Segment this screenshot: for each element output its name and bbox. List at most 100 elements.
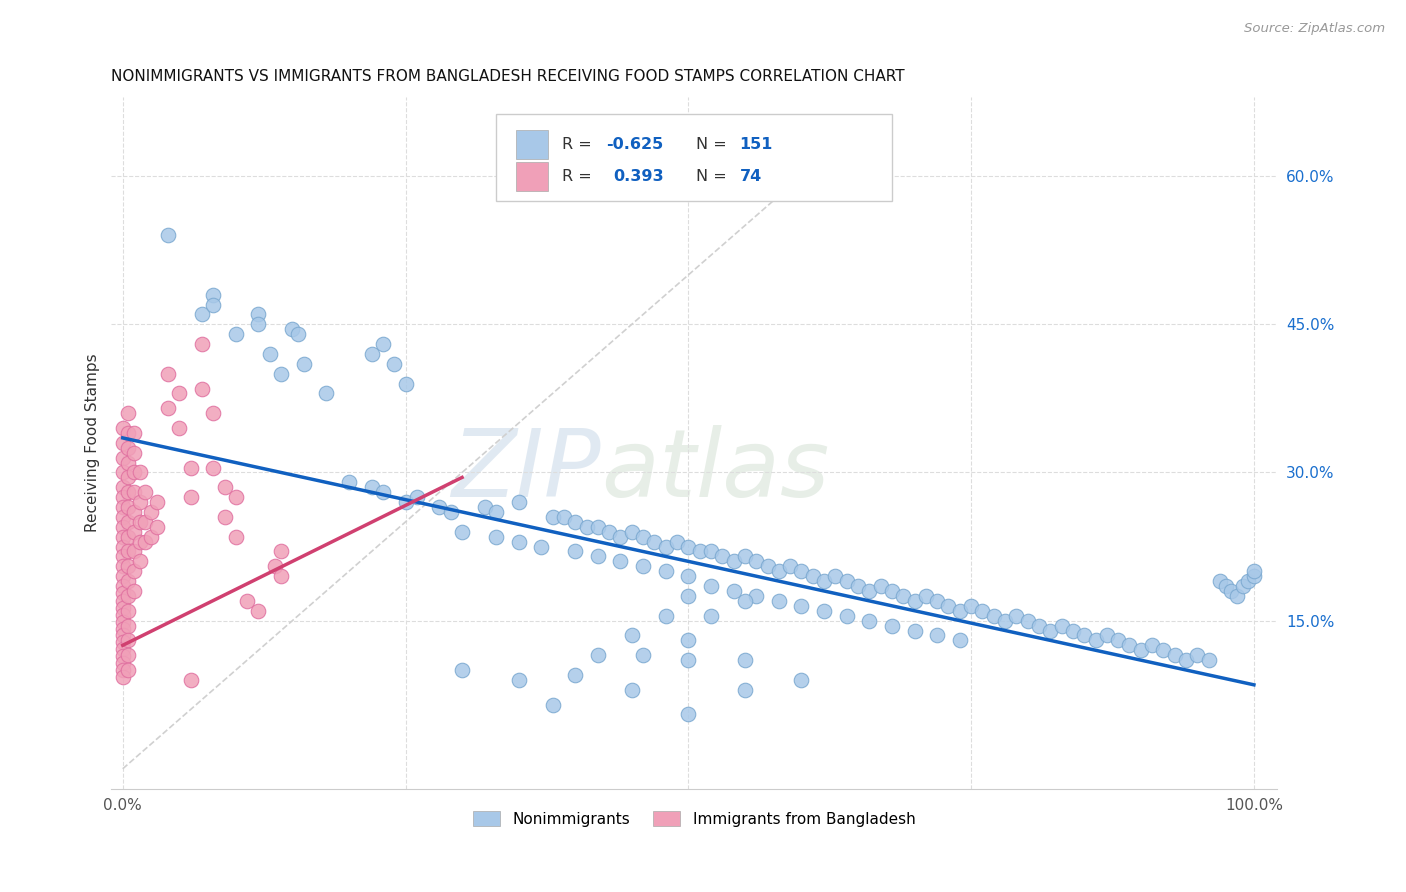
Point	[117, 633, 139, 648]
Point	[835, 608, 858, 623]
Point	[609, 554, 631, 568]
Bar	[516, 162, 548, 191]
Point	[678, 589, 700, 603]
Point	[1005, 608, 1028, 623]
Point	[429, 500, 451, 514]
Point	[880, 618, 903, 632]
Point	[111, 579, 134, 593]
Point	[128, 534, 150, 549]
Point	[1129, 643, 1152, 657]
Point	[711, 549, 734, 564]
Point	[111, 569, 134, 583]
Point	[1050, 618, 1073, 632]
Point	[117, 500, 139, 514]
Point	[1220, 584, 1243, 599]
Point	[1175, 653, 1198, 667]
Point	[734, 594, 756, 608]
Point	[654, 564, 676, 578]
Point	[1017, 614, 1039, 628]
Point	[1140, 638, 1163, 652]
Point	[440, 505, 463, 519]
Legend: Nonimmigrants, Immigrants from Bangladesh: Nonimmigrants, Immigrants from Banglades…	[467, 805, 921, 833]
Point	[960, 599, 983, 613]
Point	[111, 628, 134, 642]
Point	[994, 614, 1017, 628]
Point	[620, 524, 643, 539]
Point	[790, 599, 813, 613]
Point	[134, 534, 156, 549]
Text: R =: R =	[562, 169, 602, 184]
Point	[180, 673, 202, 687]
Point	[225, 327, 247, 342]
Point	[858, 614, 880, 628]
Point	[609, 530, 631, 544]
Bar	[516, 129, 548, 159]
Point	[156, 367, 179, 381]
Point	[586, 648, 609, 663]
Point	[1243, 564, 1265, 578]
Point	[292, 357, 315, 371]
Point	[117, 544, 139, 558]
Point	[485, 530, 508, 544]
Point	[122, 505, 145, 519]
Point	[394, 495, 416, 509]
Point	[247, 604, 270, 618]
Point	[768, 564, 790, 578]
Point	[700, 544, 723, 558]
Point	[700, 579, 723, 593]
Point	[1028, 618, 1050, 632]
Point	[117, 515, 139, 529]
Point	[264, 559, 287, 574]
Point	[813, 574, 835, 588]
Point	[1226, 589, 1249, 603]
Point	[225, 530, 247, 544]
Point	[1209, 574, 1232, 588]
Point	[846, 579, 869, 593]
Point	[337, 475, 360, 490]
Point	[1084, 633, 1107, 648]
Point	[756, 559, 779, 574]
Point	[972, 604, 994, 618]
Point	[678, 707, 700, 722]
Text: N =: N =	[696, 169, 733, 184]
Point	[191, 337, 214, 351]
Point	[620, 628, 643, 642]
Point	[1243, 569, 1265, 583]
Point	[111, 670, 134, 684]
Point	[270, 569, 292, 583]
Point	[111, 559, 134, 574]
Point	[474, 500, 496, 514]
Point	[927, 628, 949, 642]
Point	[315, 386, 337, 401]
Point	[191, 382, 214, 396]
Point	[700, 608, 723, 623]
Point	[111, 594, 134, 608]
Point	[983, 608, 1005, 623]
Point	[949, 633, 972, 648]
Point	[801, 569, 824, 583]
Point	[202, 297, 225, 311]
Point	[117, 559, 139, 574]
Point	[1107, 633, 1129, 648]
Point	[128, 466, 150, 480]
Point	[281, 322, 304, 336]
Point	[111, 635, 134, 649]
Point	[202, 287, 225, 301]
Point	[128, 554, 150, 568]
Point	[678, 633, 700, 648]
Text: -0.625: -0.625	[606, 136, 664, 152]
Text: atlas: atlas	[600, 425, 830, 516]
Point	[236, 594, 259, 608]
Point	[145, 495, 167, 509]
Point	[1095, 628, 1118, 642]
Point	[508, 673, 530, 687]
Point	[117, 485, 139, 500]
Point	[247, 308, 270, 322]
Point	[122, 564, 145, 578]
Text: NONIMMIGRANTS VS IMMIGRANTS FROM BANGLADESH RECEIVING FOOD STAMPS CORRELATION CH: NONIMMIGRANTS VS IMMIGRANTS FROM BANGLAD…	[111, 69, 905, 84]
Point	[214, 510, 236, 524]
Point	[156, 228, 179, 243]
Y-axis label: Receiving Food Stamps: Receiving Food Stamps	[86, 353, 100, 533]
Point	[360, 480, 382, 494]
Point	[689, 544, 711, 558]
